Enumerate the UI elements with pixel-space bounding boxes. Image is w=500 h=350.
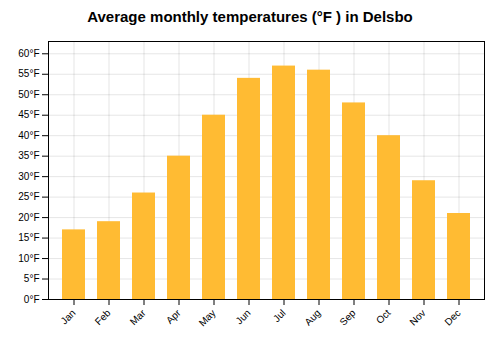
- svg-text:Oct: Oct: [374, 307, 393, 326]
- svg-text:0°F: 0°F: [24, 294, 40, 305]
- svg-text:35°F: 35°F: [18, 150, 39, 161]
- svg-text:30°F: 30°F: [18, 171, 39, 182]
- svg-text:55°F: 55°F: [18, 68, 39, 79]
- svg-text:50°F: 50°F: [18, 89, 39, 100]
- svg-text:20°F: 20°F: [18, 212, 39, 223]
- svg-text:May: May: [197, 307, 218, 328]
- svg-text:45°F: 45°F: [18, 109, 39, 120]
- svg-text:Apr: Apr: [164, 307, 183, 326]
- svg-text:15°F: 15°F: [18, 232, 39, 243]
- svg-text:5°F: 5°F: [24, 273, 40, 284]
- svg-text:60°F: 60°F: [18, 48, 39, 59]
- svg-text:10°F: 10°F: [18, 253, 39, 264]
- svg-text:Jul: Jul: [271, 307, 288, 324]
- svg-text:40°F: 40°F: [18, 130, 39, 141]
- svg-text:Sep: Sep: [337, 307, 358, 328]
- svg-text:Nov: Nov: [407, 307, 427, 327]
- svg-text:Jan: Jan: [58, 307, 77, 326]
- svg-text:25°F: 25°F: [18, 191, 39, 202]
- html-text:Average monthly temperatures (: Average monthly temperatures (°F ) in De…: [87, 8, 413, 25]
- svg-text:Dec: Dec: [442, 307, 462, 327]
- svg-text:Feb: Feb: [93, 307, 113, 327]
- svg-text:Jun: Jun: [233, 307, 252, 326]
- svg-text:Aug: Aug: [302, 307, 322, 327]
- svg-text:Mar: Mar: [128, 307, 148, 327]
